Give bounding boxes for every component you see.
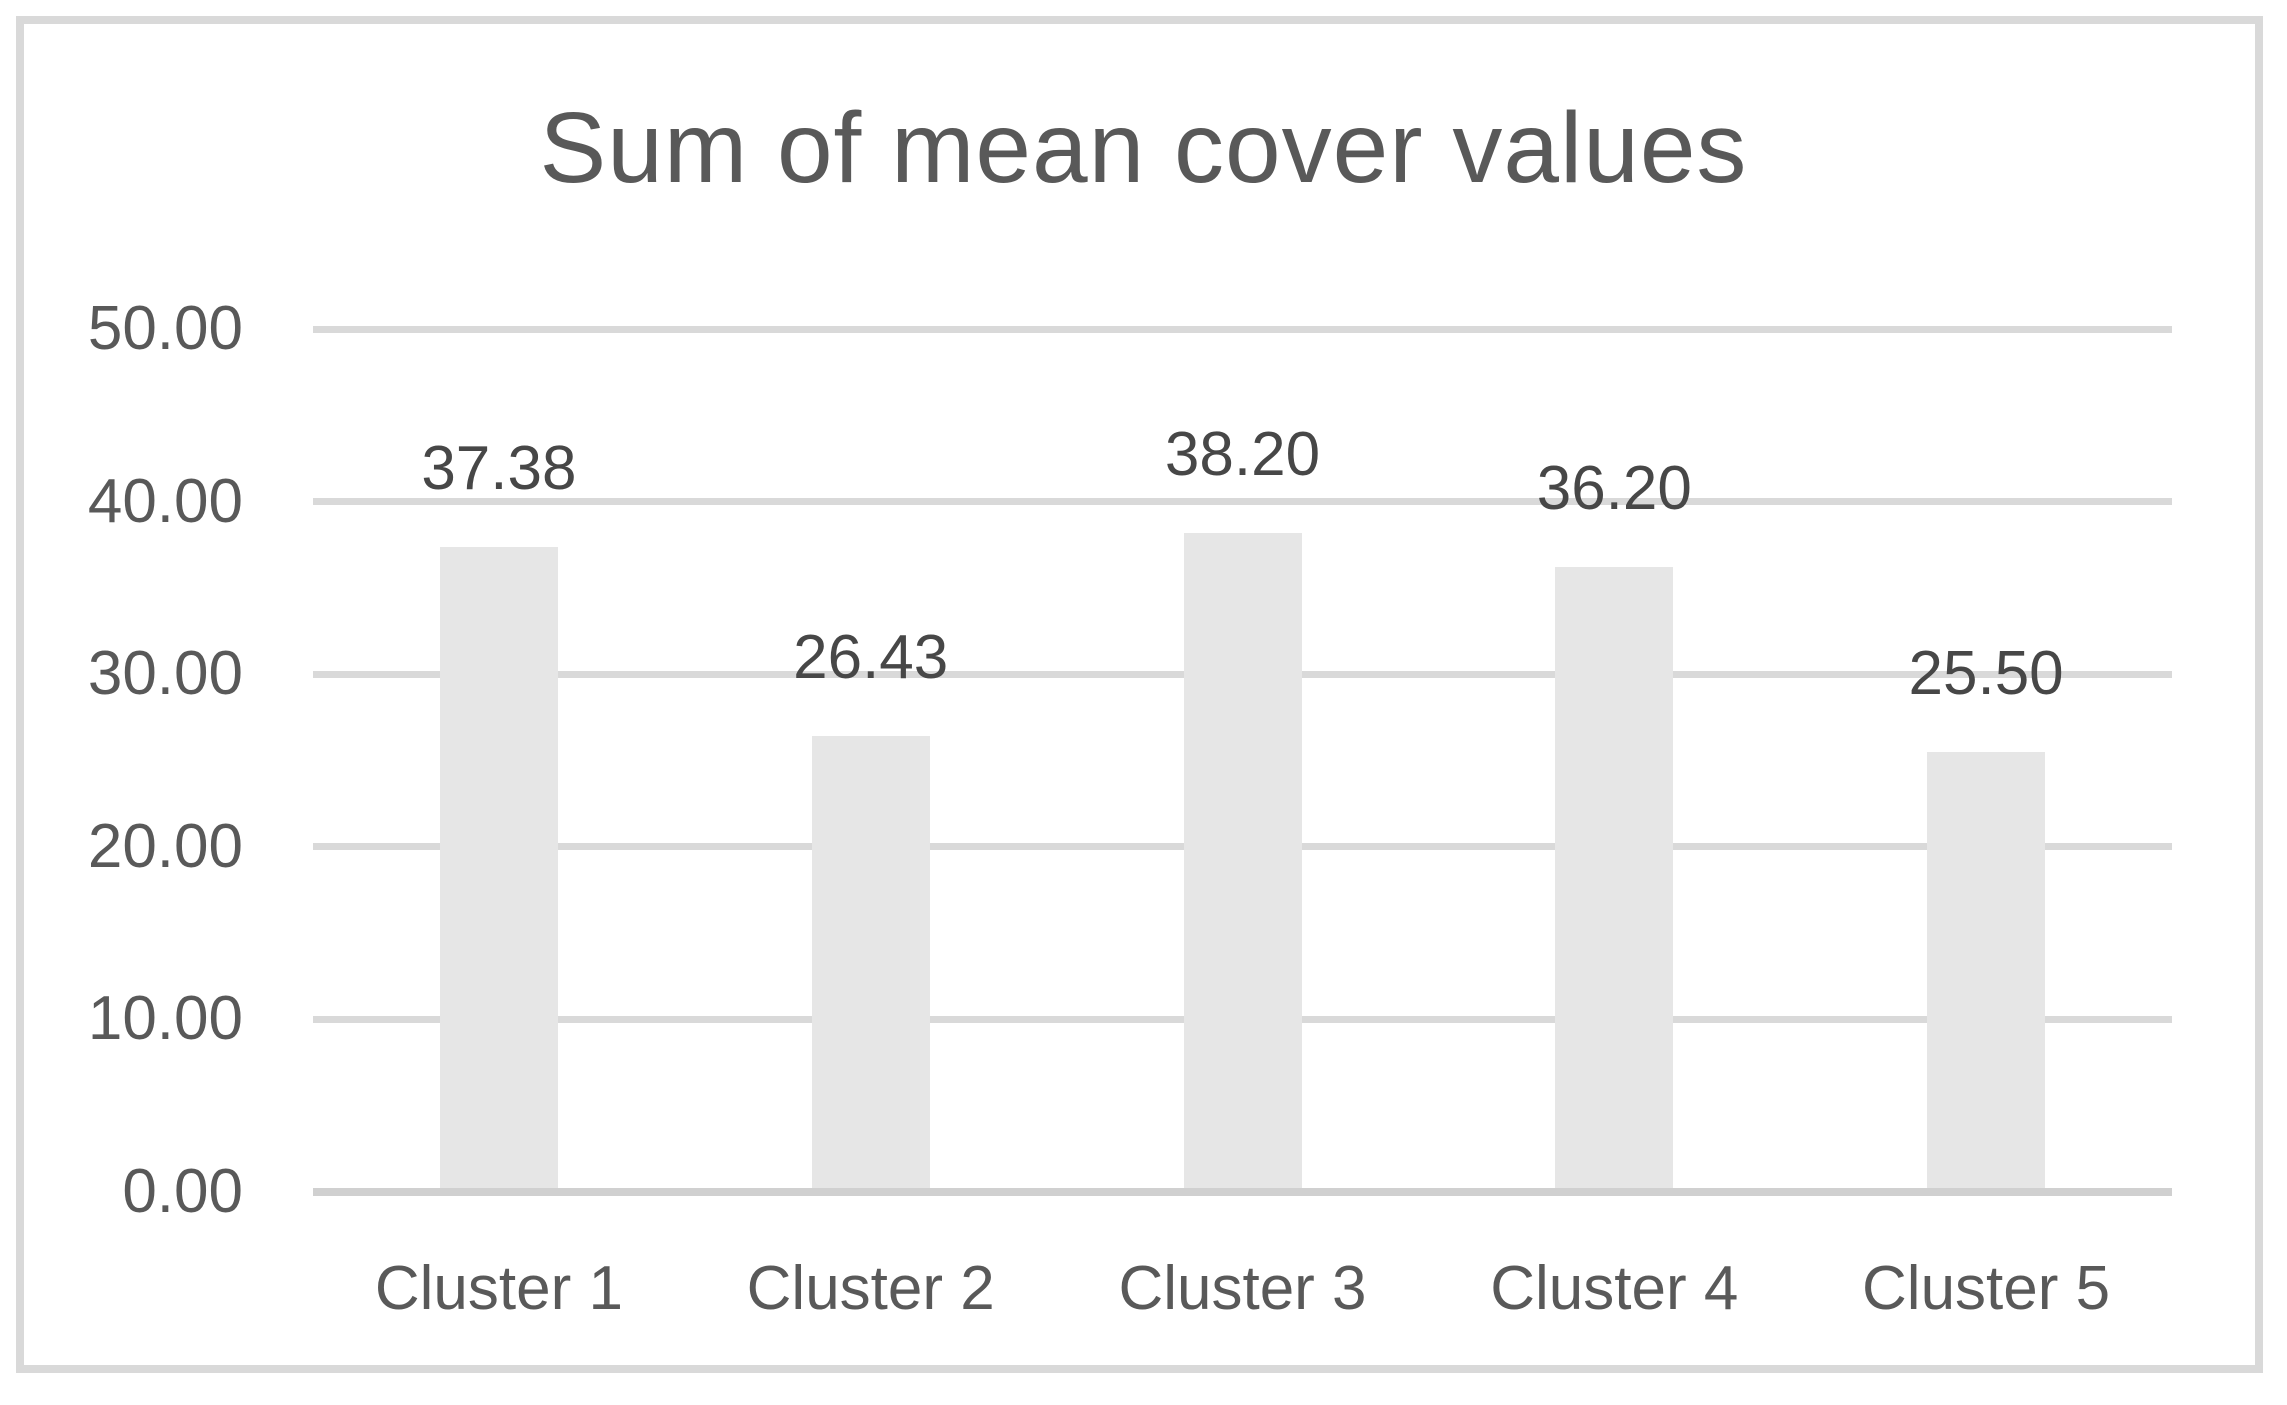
y-axis-tick-label: 50.00 [87,294,243,363]
chart-border-frame [16,16,2263,1373]
y-axis-tick-label: 0.00 [122,1157,243,1226]
x-axis-label: Cluster 2 [746,1254,995,1323]
x-axis-line [313,1188,2172,1196]
y-axis-tick-label: 40.00 [87,466,243,536]
gridline [313,325,2172,333]
bar-value-label: 38.20 [1164,419,1321,489]
y-axis-tick-label: 10.00 [87,984,243,1054]
bar [1183,532,1302,1192]
y-axis-tick-label: 20.00 [87,811,243,881]
x-axis-label: Cluster 3 [1118,1254,1367,1323]
x-axis-label: Cluster 1 [374,1254,623,1323]
bar-value-label: 25.50 [1908,638,2064,708]
x-axis-label: Cluster 4 [1490,1254,1739,1323]
bar [439,546,558,1192]
x-axis-label: Cluster 5 [1862,1254,2111,1323]
y-axis-tick-label: 30.00 [87,639,243,709]
gridline [313,498,2172,506]
chart-title: Sum of mean cover values [539,92,1748,204]
bar-value-label: 36.20 [1536,454,1692,524]
bar [1927,751,2046,1192]
bar [811,735,930,1192]
bar-value-label: 37.38 [421,433,577,503]
bar-value-label: 26.43 [793,622,949,692]
bar [1555,567,1674,1192]
